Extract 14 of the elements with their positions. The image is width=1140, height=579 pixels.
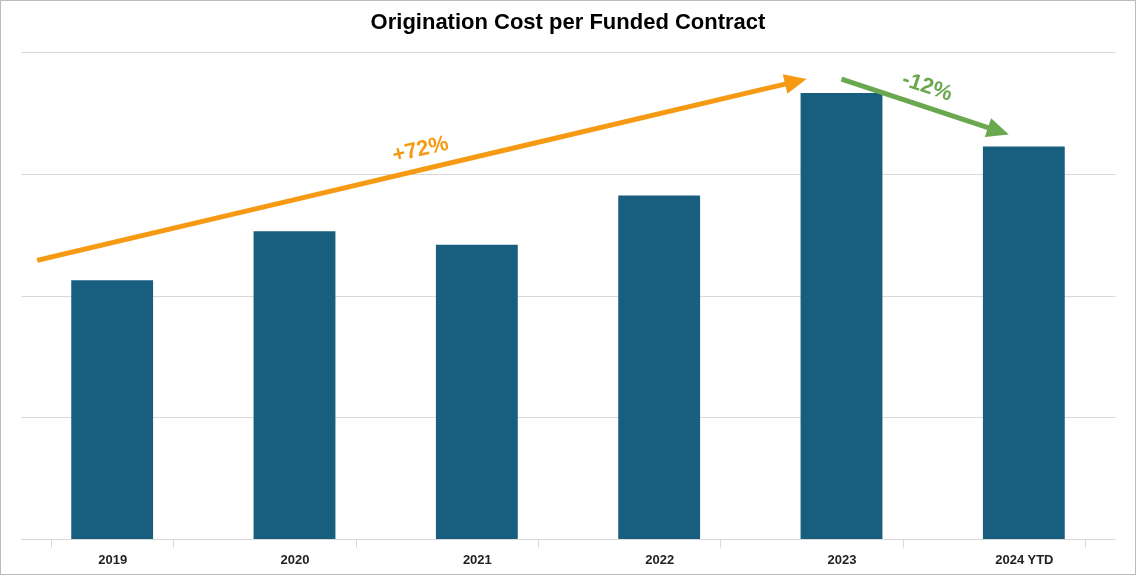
bar — [982, 146, 1065, 539]
x-tick-label: 2024 YTD — [995, 551, 1054, 567]
bar — [435, 244, 518, 539]
x-tick-label: 2023 — [827, 551, 857, 567]
bar — [253, 231, 336, 539]
x-tick-label: 2022 — [645, 551, 675, 567]
annotation: -12% — [899, 65, 956, 106]
annotation: +72% — [389, 129, 451, 168]
x-tick-label: 2021 — [462, 551, 492, 567]
x-tick-label: 2020 — [280, 551, 310, 567]
bar — [618, 195, 701, 539]
bar — [71, 280, 154, 539]
chart-title: Origination Cost per Funded Contract — [370, 9, 767, 34]
x-tick-label: 2019 — [98, 551, 128, 567]
